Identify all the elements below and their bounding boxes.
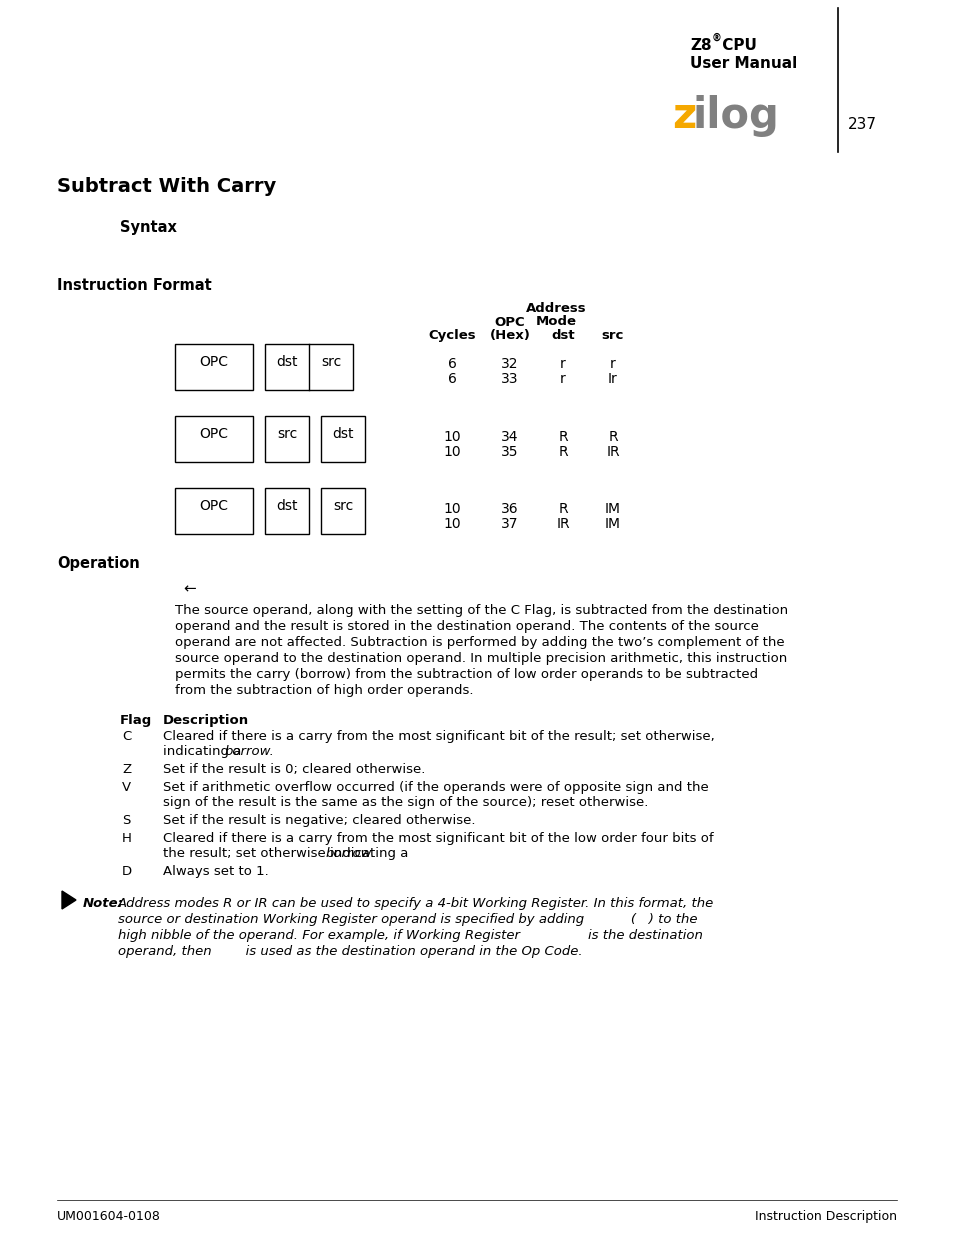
Text: OPC: OPC: [495, 316, 525, 329]
Text: source or destination Working Register operand is specified by adding           : source or destination Working Register o…: [118, 913, 697, 926]
Text: S: S: [122, 814, 131, 827]
Text: operand are not affected. Subtraction is performed by adding the two’s complemen: operand are not affected. Subtraction is…: [174, 636, 783, 650]
Text: CPU: CPU: [717, 38, 756, 53]
Text: 237: 237: [847, 117, 876, 132]
Text: borrow.: borrow.: [225, 745, 274, 758]
Text: src: src: [276, 427, 296, 441]
Text: Note:: Note:: [83, 897, 124, 910]
Text: Z: Z: [122, 763, 131, 776]
Text: dst: dst: [276, 354, 297, 369]
Text: z: z: [671, 95, 696, 137]
Text: IR: IR: [556, 517, 569, 531]
Text: Mode: Mode: [535, 315, 576, 329]
Text: src: src: [320, 354, 341, 369]
Text: User Manual: User Manual: [689, 56, 797, 70]
Text: from the subtraction of high order operands.: from the subtraction of high order opera…: [174, 684, 473, 697]
Text: src: src: [333, 499, 353, 513]
Text: 34: 34: [500, 430, 518, 445]
Text: D: D: [122, 864, 132, 878]
Text: dst: dst: [276, 499, 297, 513]
Text: IR: IR: [605, 445, 619, 459]
Bar: [320, 488, 365, 534]
Text: sign of the result is the same as the sign of the source); reset otherwise.: sign of the result is the same as the si…: [163, 797, 648, 809]
Text: 6: 6: [447, 372, 456, 387]
Text: OPC: OPC: [199, 427, 229, 441]
Bar: [174, 488, 253, 534]
Text: 37: 37: [500, 517, 518, 531]
Text: Cleared if there is a carry from the most significant bit of the low order four : Cleared if there is a carry from the mos…: [163, 832, 713, 845]
Text: the result; set otherwise indicating a: the result; set otherwise indicating a: [163, 847, 413, 860]
Text: Set if the result is negative; cleared otherwise.: Set if the result is negative; cleared o…: [163, 814, 475, 827]
Text: source operand to the destination operand. In multiple precision arithmetic, thi: source operand to the destination operan…: [174, 652, 786, 664]
Text: R: R: [558, 501, 567, 516]
Text: R: R: [608, 430, 618, 445]
Text: 32: 32: [500, 357, 518, 370]
Text: 10: 10: [443, 517, 460, 531]
Text: ®: ®: [711, 33, 721, 43]
Text: r: r: [610, 357, 616, 370]
Text: Instruction Description: Instruction Description: [754, 1210, 896, 1223]
Text: H: H: [122, 832, 132, 845]
Polygon shape: [62, 890, 76, 909]
Text: 33: 33: [500, 372, 518, 387]
Text: 10: 10: [443, 445, 460, 459]
Bar: [265, 345, 353, 390]
Text: Subtract With Carry: Subtract With Carry: [57, 177, 276, 196]
Text: r: r: [559, 357, 565, 370]
Text: Flag: Flag: [120, 714, 152, 727]
Text: dst: dst: [551, 329, 575, 342]
Text: 10: 10: [443, 501, 460, 516]
Text: Operation: Operation: [57, 556, 139, 571]
Text: dst: dst: [332, 427, 354, 441]
Text: Cleared if there is a carry from the most significant bit of the result; set oth: Cleared if there is a carry from the mos…: [163, 730, 714, 743]
Text: Syntax: Syntax: [120, 220, 176, 235]
Text: Address: Address: [525, 303, 586, 315]
Text: indicating a: indicating a: [163, 745, 245, 758]
Bar: [320, 416, 365, 462]
Bar: [174, 416, 253, 462]
Text: 10: 10: [443, 430, 460, 445]
Text: ←: ←: [183, 580, 195, 597]
Bar: [265, 488, 309, 534]
Text: Set if arithmetic overflow occurred (if the operands were of opposite sign and t: Set if arithmetic overflow occurred (if …: [163, 781, 708, 794]
Text: ilog: ilog: [692, 95, 779, 137]
Text: OPC: OPC: [199, 499, 229, 513]
Bar: [265, 416, 309, 462]
Text: 35: 35: [500, 445, 518, 459]
Text: OPC: OPC: [199, 354, 229, 369]
Text: Address modes R or IR can be used to specify a 4-bit Working Register. In this f: Address modes R or IR can be used to spe…: [118, 897, 714, 910]
Text: Z8: Z8: [689, 38, 711, 53]
Text: operand, then        is used as the destination operand in the Op Code.: operand, then is used as the destination…: [118, 945, 582, 958]
Text: 6: 6: [447, 357, 456, 370]
Bar: [174, 345, 253, 390]
Text: R: R: [558, 445, 567, 459]
Text: src: src: [601, 329, 623, 342]
Text: C: C: [122, 730, 132, 743]
Text: high nibble of the operand. For example, if Working Register                is t: high nibble of the operand. For example,…: [118, 929, 702, 942]
Text: Instruction Format: Instruction Format: [57, 278, 212, 293]
Text: (Hex): (Hex): [489, 329, 530, 342]
Text: operand and the result is stored in the destination operand. The contents of the: operand and the result is stored in the …: [174, 620, 758, 634]
Text: UM001604-0108: UM001604-0108: [57, 1210, 161, 1223]
Text: r: r: [559, 372, 565, 387]
Text: Set if the result is 0; cleared otherwise.: Set if the result is 0; cleared otherwis…: [163, 763, 425, 776]
Text: The source operand, along with the setting of the C Flag, is subtracted from the: The source operand, along with the setti…: [174, 604, 787, 618]
Text: IM: IM: [604, 517, 620, 531]
Text: Ir: Ir: [607, 372, 618, 387]
Text: Cycles: Cycles: [428, 329, 476, 342]
Text: borrow.: borrow.: [326, 847, 375, 860]
Text: Always set to 1.: Always set to 1.: [163, 864, 269, 878]
Text: V: V: [122, 781, 131, 794]
Text: Description: Description: [163, 714, 249, 727]
Text: R: R: [558, 430, 567, 445]
Text: IM: IM: [604, 501, 620, 516]
Text: 36: 36: [500, 501, 518, 516]
Text: permits the carry (borrow) from the subtraction of low order operands to be subt: permits the carry (borrow) from the subt…: [174, 668, 758, 680]
